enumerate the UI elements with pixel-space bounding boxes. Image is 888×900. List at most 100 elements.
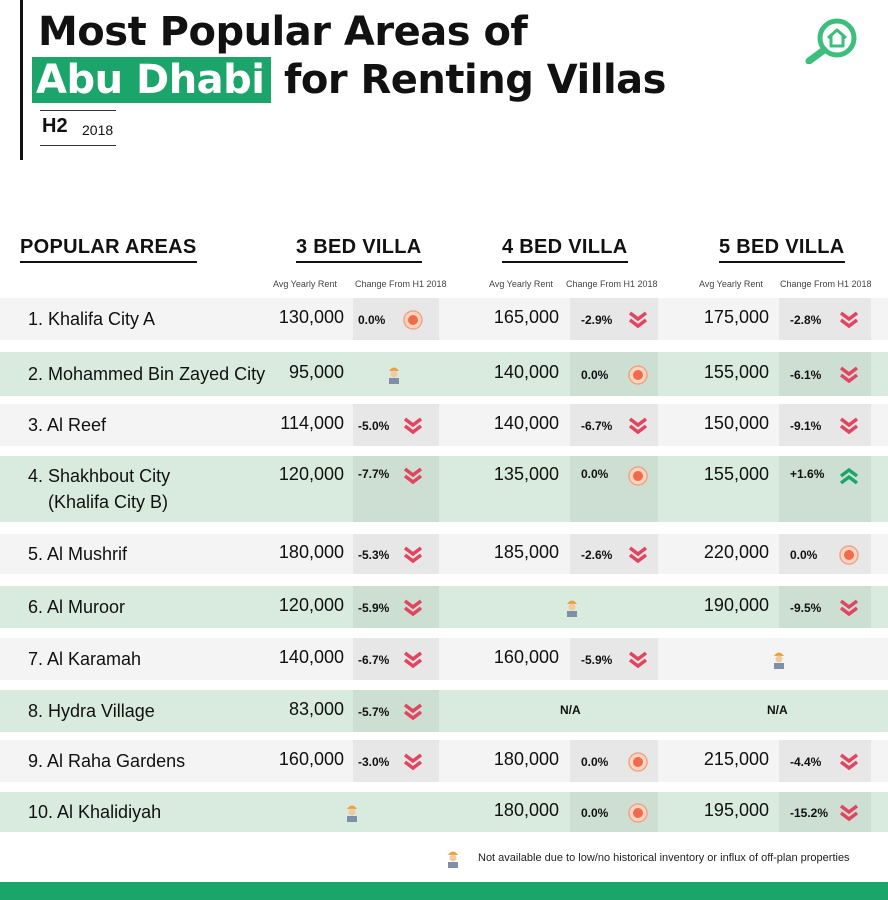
double-chevron-down-icon — [403, 753, 423, 771]
change-cell-bg — [779, 456, 871, 522]
table-row: 5. Al Mushrif 180,000 -5.3% 185,000 -2.6% 220… — [0, 534, 888, 574]
col-3bed: 3 BED VILLA — [296, 236, 422, 263]
change-percent: -6.7% — [581, 419, 613, 433]
change-cell-bg — [353, 298, 439, 340]
change-cell-bg — [353, 740, 439, 782]
sub-change-3: Change From H1 2018 — [355, 279, 447, 289]
avg-rent: 130,000 — [278, 307, 344, 327]
not-applicable: N/A — [560, 703, 581, 717]
table-row: 2. Mohammed Bin Zayed City 95,000 140,000 0… — [0, 352, 888, 396]
title-rest: for Renting Villas — [283, 57, 667, 103]
construction-worker-icon — [389, 367, 399, 384]
change-percent: 0.0% — [790, 548, 818, 562]
double-chevron-down-icon — [403, 546, 423, 564]
area-name: 8. Hydra Village — [28, 701, 155, 721]
change-percent: -6.1% — [790, 368, 822, 382]
double-chevron-down-icon — [403, 651, 423, 669]
area-name: 1. Khalifa City A — [28, 309, 156, 329]
avg-rent: 185,000 — [493, 542, 559, 562]
circle-dot-icon — [403, 310, 423, 330]
table-row: 1. Khalifa City A 130,000 0.0% 165,000 -2.9%… — [0, 298, 888, 340]
avg-rent: 120,000 — [278, 595, 344, 615]
avg-rent: 190,000 — [703, 595, 769, 615]
avg-rent: 215,000 — [703, 749, 769, 769]
change-percent: 0.0% — [358, 313, 386, 327]
avg-rent: 140,000 — [493, 362, 559, 382]
double-chevron-down-icon — [628, 546, 648, 564]
double-chevron-down-icon — [403, 467, 423, 485]
sub-change-5: Change From H1 2018 — [780, 279, 872, 289]
header-accent-line — [20, 0, 23, 160]
change-percent: -4.4% — [790, 755, 822, 769]
table-row: 6. Al Muroor 120,000 -5.9% 190,000 -9.5% — [0, 586, 888, 628]
area-name: 4. Shakhbout City — [28, 466, 171, 486]
col-5bed: 5 BED VILLA — [719, 236, 845, 263]
period-label: H2 2018 — [40, 110, 116, 146]
change-cell-bg — [570, 534, 658, 574]
area-name-sub: (Khalifa City B) — [48, 492, 169, 512]
change-percent: -5.9% — [358, 601, 390, 615]
change-percent: -5.9% — [581, 653, 613, 667]
avg-rent: 140,000 — [493, 413, 559, 433]
sub-rent-3: Avg Yearly Rent — [273, 279, 337, 289]
period-year: 2018 — [82, 122, 114, 138]
double-chevron-down-icon — [839, 753, 859, 771]
change-cell-bg — [353, 586, 439, 628]
circle-dot-icon — [628, 365, 648, 385]
area-name: 7. Al Karamah — [28, 649, 142, 669]
table-row: 4. Shakhbout City (Khalifa City B) 120,000… — [0, 456, 888, 522]
double-chevron-down-icon — [628, 417, 648, 435]
not-applicable: N/A — [767, 703, 788, 717]
construction-worker-icon — [347, 805, 357, 822]
change-cell-bg — [570, 456, 658, 522]
sub-change-4: Change From H1 2018 — [566, 279, 658, 289]
double-chevron-down-icon — [628, 651, 648, 669]
change-percent: -6.7% — [358, 653, 390, 667]
double-chevron-down-icon — [839, 599, 859, 617]
avg-rent: 175,000 — [703, 307, 769, 327]
table-row: 10. Al Khalidiyah 180,000 0.0% 195,000 -15.2… — [0, 792, 888, 832]
avg-rent: 155,000 — [703, 362, 769, 382]
change-percent: -15.2% — [790, 806, 829, 820]
change-percent: -3.0% — [358, 755, 390, 769]
change-cell-bg — [570, 404, 658, 446]
change-percent: -9.5% — [790, 601, 822, 615]
col-popular-areas: POPULAR AREAS — [20, 236, 197, 263]
table-row: 9. Al Raha Gardens 160,000 -3.0% 180,000 0.0… — [0, 740, 888, 782]
change-percent: -5.0% — [358, 419, 390, 433]
avg-rent: 140,000 — [278, 647, 344, 667]
avg-rent: 180,000 — [493, 749, 559, 769]
area-name: 5. Al Mushrif — [28, 544, 128, 564]
avg-rent: 165,000 — [493, 307, 559, 327]
double-chevron-up-icon — [839, 467, 859, 485]
change-cell-bg — [570, 298, 658, 340]
period-half: H2 — [42, 115, 68, 137]
change-cell-bg — [353, 456, 439, 522]
area-name: 10. Al Khalidiyah — [28, 802, 162, 822]
sub-rent-4: Avg Yearly Rent — [489, 279, 553, 289]
avg-rent: 155,000 — [703, 464, 769, 484]
avg-rent: 195,000 — [703, 800, 769, 820]
change-percent: -9.1% — [790, 419, 822, 433]
change-cell-bg — [353, 534, 439, 574]
change-percent: -7.7% — [358, 467, 390, 481]
avg-rent: 135,000 — [493, 464, 559, 484]
avg-rent: 83,000 — [288, 699, 344, 719]
footnote: Not available due to low/no historical i… — [478, 852, 850, 864]
title-highlight: Abu Dhabi — [32, 57, 271, 103]
change-percent: -2.8% — [790, 313, 822, 327]
double-chevron-down-icon — [839, 311, 859, 329]
change-percent: +1.6% — [790, 467, 825, 481]
circle-dot-icon — [839, 545, 859, 565]
circle-dot-icon — [628, 466, 648, 486]
area-name: 6. Al Muroor — [28, 597, 126, 617]
table-row: 8. Hydra Village 83,000 -5.7% N/A N/A — [0, 690, 888, 732]
change-percent: 0.0% — [581, 755, 609, 769]
double-chevron-down-icon — [403, 417, 423, 435]
change-cell-bg — [353, 690, 439, 732]
double-chevron-down-icon — [839, 417, 859, 435]
avg-rent: 180,000 — [493, 800, 559, 820]
change-percent: -5.7% — [358, 705, 390, 719]
page-title-line2: Abu Dhabi for Renting Villas — [32, 56, 667, 104]
change-cell-bg — [570, 638, 658, 680]
